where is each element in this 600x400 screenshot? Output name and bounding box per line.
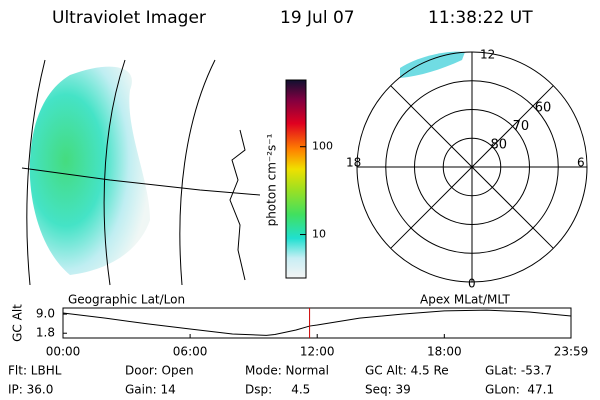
mlt-label: 18 [346,156,361,170]
polar-ring-label: 70 [513,119,530,134]
mlt-label: 6 [577,156,585,170]
polar-ring-label: 80 [490,137,507,152]
polar-ring [414,109,530,225]
x-tick-label: 06:00 [173,345,208,359]
status-field: Gain: 14 [125,383,176,397]
status-field: Seq: 39 [365,383,411,397]
colorbar-label: photon cm⁻²s⁻¹ [265,133,279,226]
date: 19 Jul 07 [280,8,355,28]
status-field: GLon: 47.1 [485,383,554,397]
polar-axis [390,85,554,249]
y-axis-label: GC Alt [11,304,25,342]
x-tick-label: 18:00 [427,345,462,359]
y-tick-label: 9.0 [36,307,55,321]
y-tick-label: 1.8 [36,326,55,340]
status-field: IP: 36.0 [8,383,53,397]
x-tick-label: 23:59 [554,345,589,359]
mlt-label: 12 [480,48,495,62]
title: Ultraviolet Imager [52,8,206,28]
colorbar-tick-label: 100 [312,140,333,153]
status-field: GLat: -53.7 [485,364,552,378]
polar-ring-label: 60 [535,100,552,115]
polar-ring [385,80,559,254]
x-tick-label: 12:00 [300,345,335,359]
colorbar-tick-label: 10 [312,228,326,241]
status-field: GC Alt: 4.5 Re [365,364,449,378]
polar-image [400,51,465,78]
panel-label: Apex MLat/MLT [420,293,510,307]
geographic-image [21,59,261,286]
altitude-line [62,309,572,336]
status-field: Dsp: 4.5 [245,383,310,397]
x-tick-label: 00:00 [46,345,81,359]
mlt-label: 0 [468,277,476,291]
polar-ring [442,137,502,197]
panel-label: Geographic Lat/Lon [68,293,185,307]
status-field: Mode: Normal [245,364,329,378]
status-field: Door: Open [125,364,194,378]
status-field: Flt: LBHL [8,364,62,378]
colorbar [285,79,307,279]
time: 11:38:22 UT [428,8,533,28]
